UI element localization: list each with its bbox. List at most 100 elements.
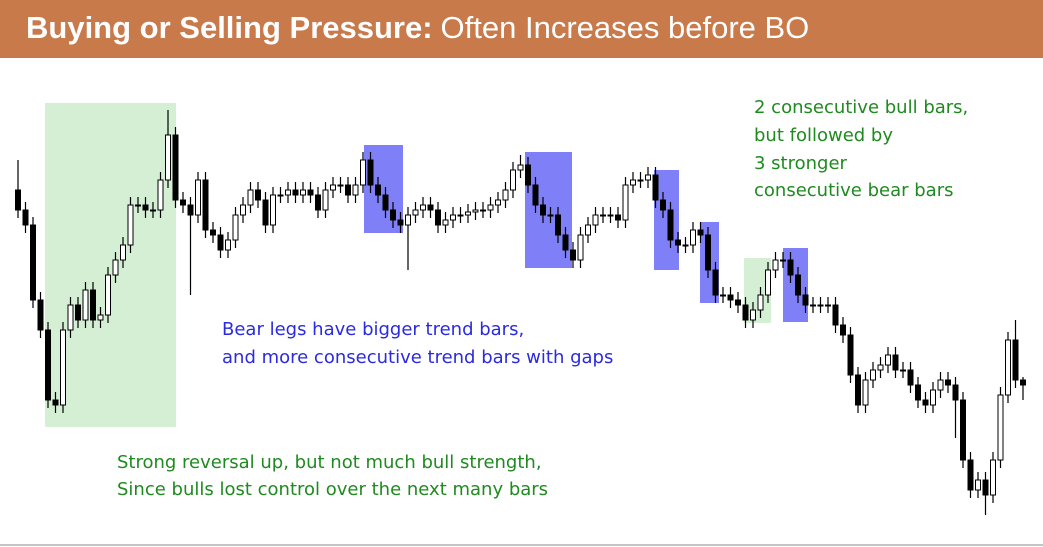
- title-bar: [0, 0, 1043, 58]
- candle-body: [60, 329, 66, 406]
- candle-body: [22, 209, 29, 226]
- candle-body: [697, 229, 704, 236]
- candle-body: [397, 219, 404, 226]
- candle-body: [352, 184, 359, 196]
- annotation: Strong reversal up, but not much bull st…: [117, 452, 542, 473]
- candle-body: [262, 199, 269, 226]
- candle-body: [825, 304, 831, 307]
- candle-body: [570, 249, 576, 261]
- candle-body: [922, 399, 929, 406]
- candle-body: [30, 224, 36, 301]
- candle-body: [420, 204, 426, 211]
- candle-body: [885, 354, 891, 366]
- candle-body: [757, 294, 764, 311]
- candle-body: [75, 304, 81, 321]
- candle-body: [367, 159, 374, 186]
- candle-body: [52, 399, 59, 406]
- candle-body: [840, 324, 846, 336]
- candle-body: [90, 289, 96, 321]
- candle-body: [315, 194, 321, 211]
- candle-body: [187, 204, 194, 216]
- annotation: 3 stronger: [754, 153, 848, 174]
- candle-body: [772, 259, 779, 271]
- candle-body: [172, 134, 179, 201]
- annotation: 2 consecutive bull bars,: [754, 97, 968, 118]
- candle-body: [802, 294, 809, 306]
- candle-body: [630, 179, 636, 186]
- candle-body: [622, 184, 629, 221]
- highlight: [45, 103, 176, 427]
- candle-body: [240, 204, 246, 216]
- candle-body: [225, 239, 231, 251]
- candle-body: [952, 384, 959, 401]
- candle-body: [945, 379, 951, 386]
- candle-body: [360, 159, 366, 186]
- candle-body: [982, 479, 989, 496]
- candle-body: [675, 239, 681, 246]
- candle-body: [660, 199, 666, 211]
- candle-body: [915, 384, 921, 401]
- candle-body: [930, 389, 936, 406]
- candle-body: [157, 179, 164, 211]
- candle-body: [307, 189, 314, 196]
- candle-body: [540, 204, 546, 216]
- candle-body: [855, 374, 861, 406]
- subtitle: Often Increases before BO: [441, 10, 810, 45]
- candle-body: [877, 364, 884, 371]
- annotation: but followed by: [754, 125, 893, 146]
- candle-body: [180, 199, 186, 206]
- candle-body: [517, 164, 524, 171]
- candle-body: [832, 304, 839, 326]
- candle-body: [382, 194, 389, 211]
- candle-body: [165, 134, 171, 181]
- candle-body: [345, 184, 351, 196]
- candle-body: [705, 234, 711, 271]
- candle-body: [450, 214, 456, 221]
- candle-body: [150, 209, 156, 212]
- annotation: consecutive bear bars: [754, 180, 953, 201]
- candle-body: [607, 214, 614, 217]
- candle-body: [472, 209, 479, 213]
- candle-body: [1005, 339, 1011, 396]
- candle-body: [202, 179, 209, 231]
- candle-body: [862, 379, 869, 406]
- candle-body: [82, 289, 89, 321]
- candle-body: [457, 214, 464, 217]
- candle-body: [495, 199, 501, 206]
- candle-body: [937, 379, 944, 391]
- candle-body: [847, 334, 854, 376]
- candle-body: [585, 224, 591, 236]
- candle-body: [97, 314, 104, 321]
- candle-body: [330, 184, 336, 191]
- candle-body: [690, 229, 696, 246]
- candle-body: [645, 174, 651, 181]
- candle-body: [255, 189, 261, 201]
- candle-body: [1020, 379, 1026, 386]
- candle-body: [817, 304, 824, 307]
- candle-body: [127, 204, 134, 246]
- candle-body: [112, 259, 119, 276]
- candle-body: [555, 214, 561, 236]
- candle-body: [975, 479, 981, 491]
- candle-body: [465, 211, 471, 216]
- candle-body: [900, 369, 906, 372]
- candle-body: [67, 304, 74, 331]
- candle-body: [997, 394, 1004, 461]
- candle-body: [405, 214, 411, 226]
- candle-body: [712, 269, 719, 296]
- highlight: [364, 145, 403, 233]
- candle-body: [682, 244, 689, 247]
- candle-body: [735, 299, 741, 306]
- candle-body: [37, 299, 44, 331]
- candle-body: [142, 204, 149, 211]
- candle-body: [442, 219, 449, 226]
- candle-body: [337, 184, 344, 187]
- candle-body: [870, 369, 876, 381]
- candle-body: [45, 329, 51, 401]
- candle-body: [105, 274, 111, 316]
- candle-body: [427, 204, 434, 211]
- candle-body: [637, 179, 644, 182]
- candle-body: [600, 214, 606, 217]
